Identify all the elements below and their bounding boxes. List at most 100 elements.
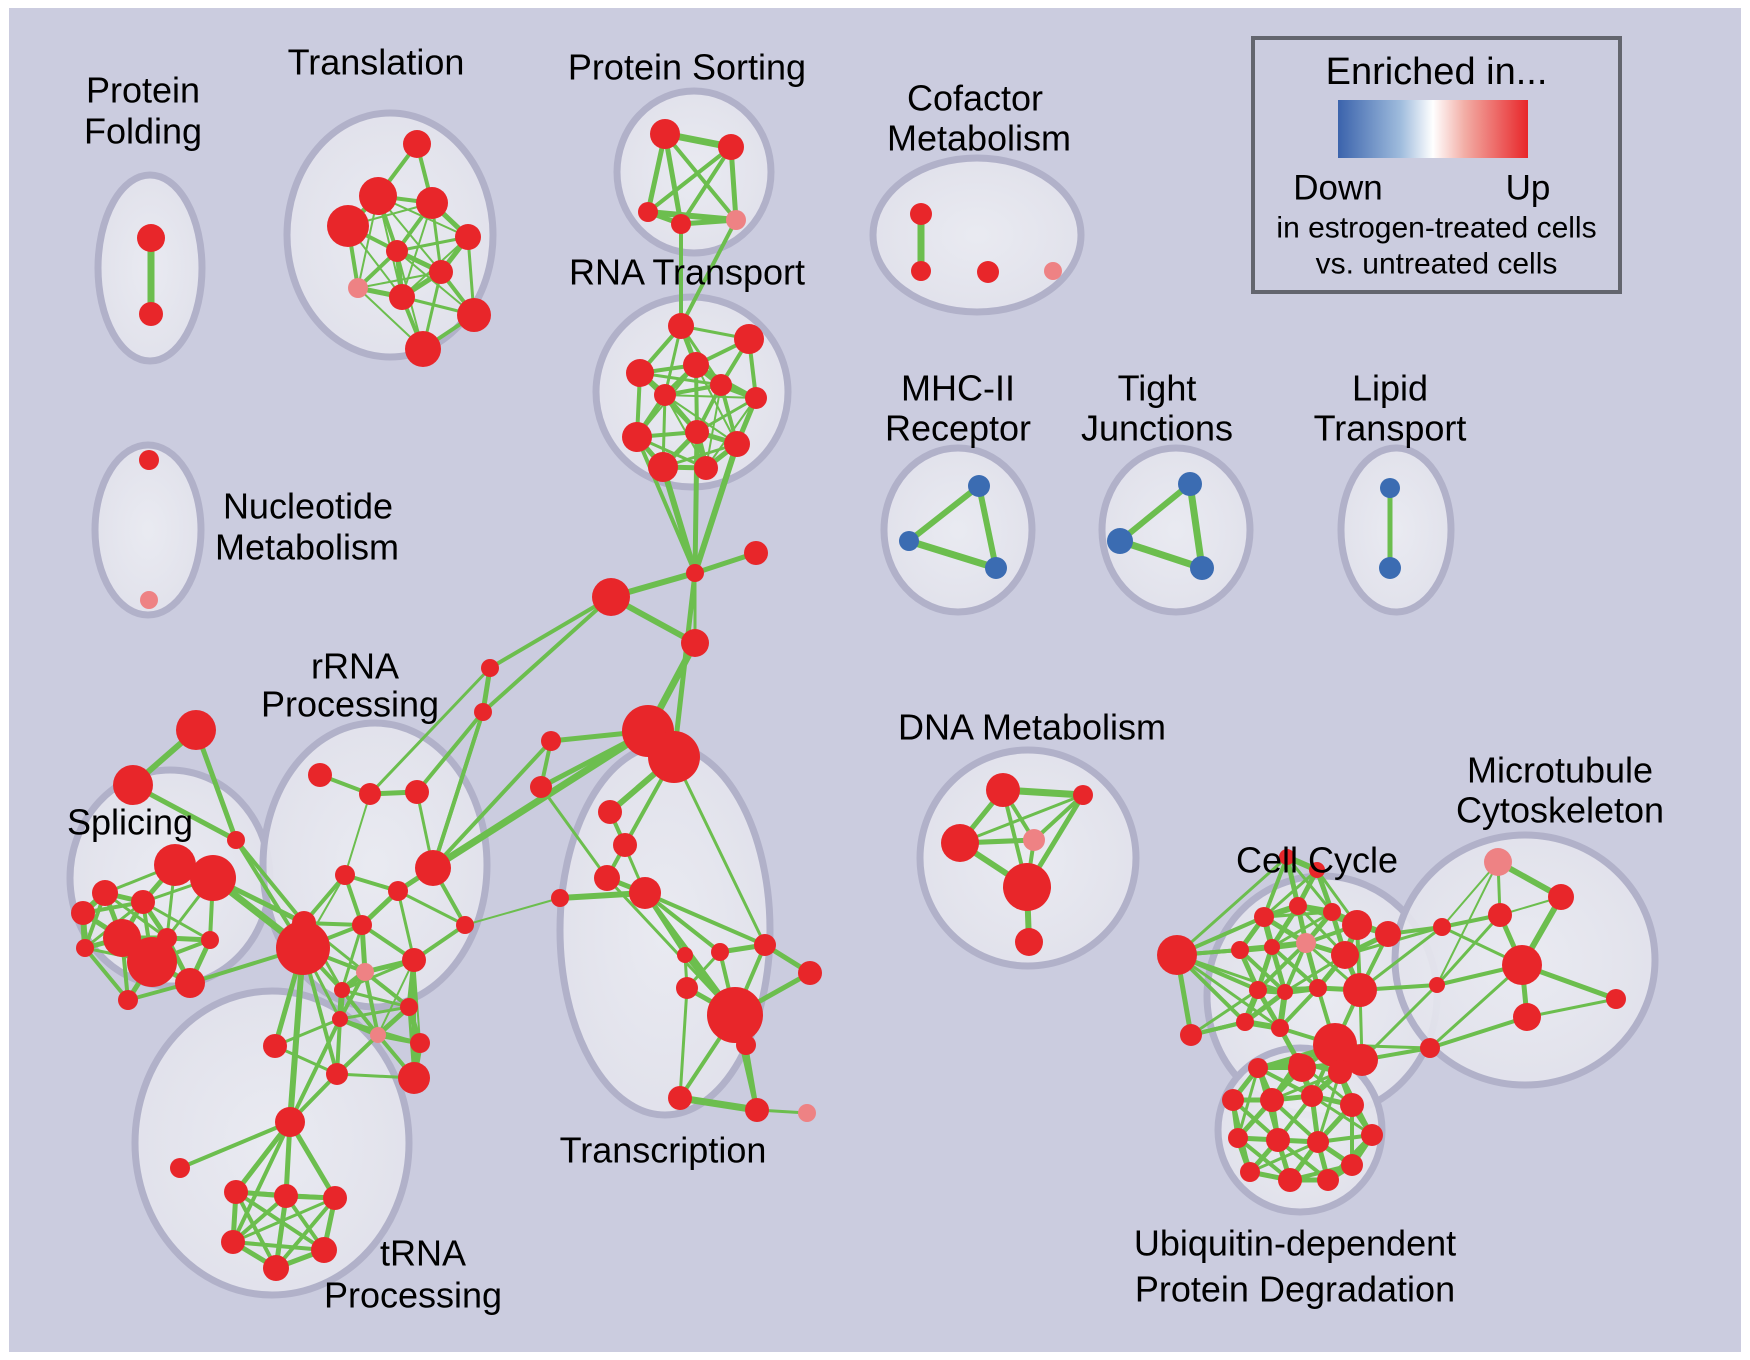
node-trna-6	[311, 1237, 337, 1263]
node-dna-metabolism-0	[986, 773, 1020, 807]
legend-gradient-bar	[1338, 100, 1528, 158]
edge	[231, 1240, 326, 1252]
node-transcription-8	[676, 977, 698, 999]
node-rna-transport-1	[734, 324, 764, 354]
node-transcription-10	[736, 1035, 756, 1055]
node-cell-cycle-9	[1231, 941, 1249, 959]
node-cofactor-metabolism-0	[910, 203, 932, 225]
node-cofactor-metabolism-2	[977, 261, 999, 283]
node-splicing-1	[190, 855, 236, 901]
node-mhc-ii-receptor-2	[985, 557, 1007, 579]
node-protein-sorting-0	[650, 119, 680, 149]
node-microtubule-7	[1429, 977, 1445, 993]
node-ubiquitin-5	[1301, 1085, 1323, 1107]
node-protein-sorting-4	[726, 210, 746, 230]
node-rrna-19	[332, 1011, 348, 1027]
node-splicing-9	[127, 937, 177, 987]
edge	[662, 131, 684, 227]
node-rna-transport-8	[685, 420, 709, 444]
cluster-label-mhc-ii-receptor-0: MHC-II	[901, 368, 1015, 409]
node-ubiquitin-11	[1341, 1154, 1363, 1176]
edge	[1525, 997, 1618, 1019]
node-protein-sorting-3	[671, 214, 691, 234]
node-trna-1	[170, 1158, 190, 1178]
node-cofactor-metabolism-3	[1044, 262, 1062, 280]
edge	[605, 876, 737, 1017]
node-cofactor-metabolism-1	[911, 261, 931, 281]
edge	[663, 132, 738, 222]
edge	[664, 394, 738, 445]
cluster-label-tight-junctions-1: Junctions	[1081, 408, 1233, 449]
node-cell-cycle-21	[1346, 1044, 1378, 1076]
node-microtubule-6	[1433, 918, 1451, 936]
edge	[676, 1094, 761, 1114]
node-ubiquitin-4	[1260, 1088, 1284, 1112]
node-transcription-0	[598, 800, 622, 824]
node-translation-8	[389, 284, 415, 310]
node-cell-cycle-10	[1264, 939, 1280, 955]
edge	[287, 945, 306, 1125]
node-protein-sorting-2	[638, 202, 658, 222]
edge	[340, 988, 411, 1009]
cluster-ellipse-cofactor-metabolism	[869, 154, 1085, 316]
edge	[1117, 481, 1193, 544]
legend-box	[1251, 36, 1622, 294]
legend-title: Enriched in...	[1326, 51, 1548, 93]
node-rrna-11	[352, 915, 372, 935]
node-splicing-7	[76, 939, 94, 957]
node-translation-10	[405, 331, 441, 367]
node-ubiquitin-12	[1240, 1162, 1260, 1182]
edge	[664, 394, 757, 399]
node-rrna-12	[456, 916, 474, 934]
edge	[1262, 868, 1319, 919]
node-cell-cycle-2	[1279, 849, 1295, 865]
node-translation-4	[455, 224, 481, 250]
node-rrna-16	[356, 963, 374, 981]
edge	[274, 1196, 337, 1270]
node-rrna-14	[402, 948, 426, 972]
edge	[464, 897, 561, 926]
cluster-label-cofactor-metabolism-0: Cofactor	[907, 78, 1043, 119]
legend: Enriched in... Down Up in estrogen-treated …	[1251, 36, 1622, 294]
node-rrna-6	[474, 703, 492, 721]
node-transcription-3	[629, 877, 661, 909]
node-splicing-10	[175, 968, 205, 998]
node-cell-cycle-5	[1289, 897, 1307, 915]
node-trna-0	[275, 1107, 305, 1137]
cluster-label-nucleotide-metabolism-1: Metabolism	[215, 527, 399, 568]
cluster-label-microtubule-1: Cytoskeleton	[1456, 790, 1664, 831]
node-trunk-2	[592, 578, 630, 616]
node-rrna-8	[335, 865, 355, 885]
node-translation-5	[386, 240, 408, 262]
node-trunk-5	[648, 731, 700, 783]
node-rrna-1	[113, 765, 153, 805]
edge	[368, 666, 492, 796]
node-dna-metabolism-1	[941, 824, 979, 862]
node-tight-junctions-2	[1190, 556, 1214, 580]
node-ubiquitin-14	[1317, 1169, 1339, 1191]
cluster-label-rrna-1: Processing	[261, 684, 439, 725]
node-trunk-0	[686, 564, 704, 582]
node-transcription-13	[798, 1104, 816, 1122]
cluster-label-trna-0: tRNA	[380, 1233, 466, 1274]
node-trna-7	[263, 1255, 289, 1281]
node-cell-cycle-14	[1277, 984, 1293, 1000]
node-transcription-16	[541, 731, 561, 751]
edge	[340, 923, 364, 992]
node-translation-3	[327, 205, 369, 247]
edge	[178, 1120, 292, 1170]
node-microtubule-2	[1488, 903, 1512, 927]
edge	[1428, 963, 1524, 1050]
node-microtubule-0	[1484, 848, 1512, 876]
edge	[357, 271, 442, 289]
node-transcription-5	[798, 961, 822, 985]
edge	[1189, 988, 1260, 1037]
node-transcription-1	[613, 833, 637, 857]
node-rna-transport-6	[654, 384, 676, 406]
edge	[906, 483, 982, 544]
node-cell-cycle-3	[1309, 862, 1325, 878]
node-trunk-3	[681, 629, 709, 657]
node-dna-metabolism-5	[1015, 928, 1043, 956]
